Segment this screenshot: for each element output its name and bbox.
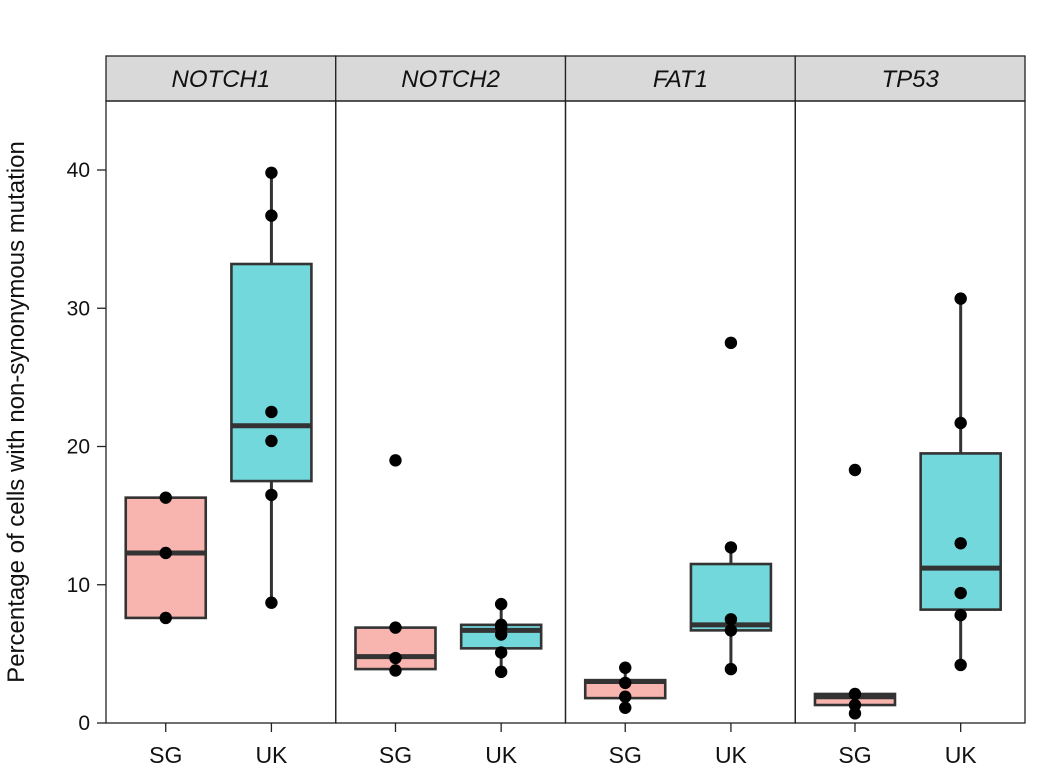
facet-title-notch2: NOTCH2 <box>401 66 500 93</box>
facet-panel-tp53 <box>794 100 1026 724</box>
point-notch1-uk-1 <box>265 209 278 222</box>
point-fat1-sg-3 <box>619 701 632 714</box>
y-axis: 0 10 20 30 40 <box>67 159 106 735</box>
point-notch2-uk-3 <box>494 628 508 641</box>
facet-title-fat1: FAT1 <box>653 66 708 93</box>
point-notch2-sg-1 <box>389 621 402 634</box>
x-tick-label-fat1-sg: SG <box>609 742 642 768</box>
point-notch2-sg-2 <box>389 651 402 665</box>
point-notch2-uk-0 <box>494 597 508 611</box>
point-notch1-uk-5 <box>265 596 278 609</box>
point-notch1-uk-3 <box>265 434 278 448</box>
y-tick-label-30: 30 <box>67 297 90 320</box>
point-notch1-sg-2 <box>159 611 172 625</box>
y-tick-label-40: 40 <box>67 159 90 182</box>
facet-strip-notch1 <box>105 55 337 102</box>
facet-strip-tp53 <box>794 55 1026 102</box>
point-tp53-uk-1 <box>954 416 967 430</box>
x-tick-label-notch2-sg: SG <box>379 742 412 768</box>
box-notch1-uk <box>230 262 313 483</box>
facet-title-tp53: TP53 <box>881 66 939 93</box>
facet-tp53: TP53 SG UK <box>794 55 1026 768</box>
point-fat1-uk-3 <box>724 624 738 637</box>
facet-notch1: NOTCH1 SG UK <box>105 55 337 768</box>
point-fat1-uk-2 <box>724 613 738 626</box>
box-tp53-uk <box>919 452 1002 611</box>
point-notch1-uk-4 <box>265 488 278 502</box>
x-tick-label-fat1-uk: UK <box>715 742 748 768</box>
point-tp53-uk-0 <box>954 292 967 305</box>
y-tick-label-10: 10 <box>67 574 90 597</box>
point-tp53-uk-3 <box>954 586 967 600</box>
x-tick-label-tp53-uk: UK <box>945 742 978 768</box>
y-tick-label-20: 20 <box>67 436 90 459</box>
facet-panels: NOTCH1 SG UK NOTCH2 SG UK FAT1 SG UK TP53 SG UK <box>105 55 1026 768</box>
point-fat1-uk-0 <box>724 336 738 350</box>
point-fat1-sg-1 <box>619 676 632 690</box>
facet-title-notch1: NOTCH1 <box>172 66 271 93</box>
facet-notch2: NOTCH2 SG UK <box>335 55 567 768</box>
point-fat1-sg-2 <box>619 690 632 703</box>
point-tp53-uk-4 <box>954 608 967 622</box>
point-notch2-uk-4 <box>494 646 508 659</box>
x-tick-label-notch2-uk: UK <box>485 742 518 768</box>
x-tick-label-tp53-sg: SG <box>838 742 871 768</box>
x-tick-label-notch1-sg: SG <box>149 742 182 768</box>
point-notch1-sg-1 <box>159 546 172 560</box>
point-tp53-uk-5 <box>954 658 967 672</box>
facet-fat1: FAT1 SG UK <box>564 55 796 768</box>
y-axis-title: Percentage of cells with non-synonymous … <box>3 141 30 683</box>
point-notch2-sg-0 <box>389 454 402 467</box>
point-notch1-uk-0 <box>265 166 278 179</box>
point-notch2-sg-3 <box>389 664 402 677</box>
point-tp53-sg-3 <box>848 707 862 720</box>
point-fat1-uk-1 <box>724 541 738 554</box>
point-notch1-sg-0 <box>159 491 172 504</box>
point-tp53-uk-2 <box>954 537 967 550</box>
y-tick-label-0: 0 <box>78 712 90 735</box>
point-fat1-sg-0 <box>619 661 632 674</box>
point-notch1-uk-2 <box>265 405 278 419</box>
point-tp53-sg-0 <box>848 463 862 477</box>
point-tp53-sg-1 <box>848 687 862 701</box>
point-fat1-uk-4 <box>724 662 738 676</box>
point-notch2-uk-5 <box>494 665 508 679</box>
x-tick-label-notch1-uk: UK <box>255 742 288 768</box>
